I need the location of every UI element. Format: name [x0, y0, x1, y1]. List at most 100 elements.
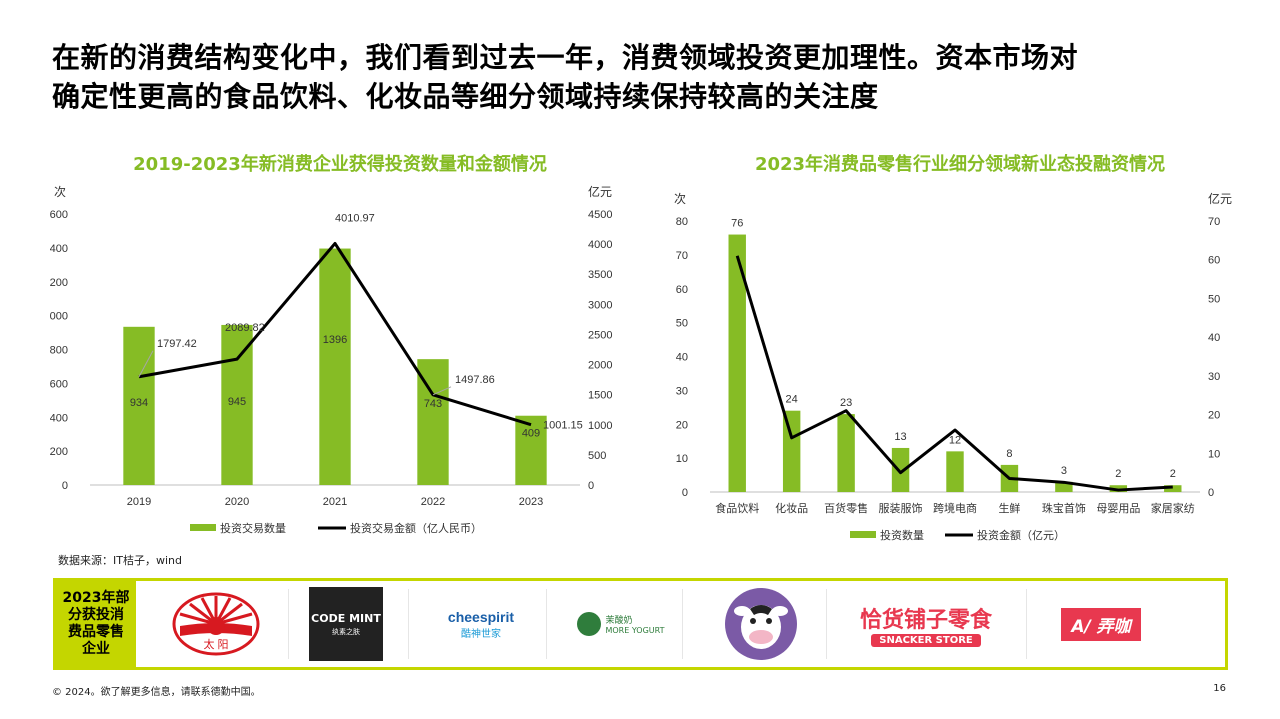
- chart1-title: 2019-2023年新消费企业获得投资数量和金额情况: [133, 154, 547, 175]
- y2-tick-label: 500: [588, 450, 606, 462]
- line-投资金额（亿元）: [735, 255, 1173, 492]
- x-tick-label: 珠宝首饰: [1042, 501, 1086, 515]
- y2-tick-label: 3500: [588, 269, 612, 281]
- x-tick-label: 2022: [421, 496, 445, 508]
- chart1-investment-volume-amount: 次 亿元 0 200 400 600 800 1000 1200 1400 1600 0 500 1000…: [50, 184, 612, 535]
- bar-百货零售: [837, 414, 855, 492]
- x-tick-label: 家居家纺: [1151, 501, 1195, 515]
- line-data-label: 1001.15: [543, 420, 583, 432]
- page-number: 16: [1213, 683, 1226, 694]
- y-tick-label: 70: [676, 250, 688, 262]
- bar-data-label: 743: [424, 398, 442, 410]
- bar-data-label: 23: [840, 397, 852, 409]
- bar-data-label: 409: [522, 428, 540, 440]
- headline-line-2: 确定性更高的食品饮料、化妆品等细分领域持续保持较高的关注度: [52, 80, 879, 113]
- y2-tick-label: 2500: [588, 329, 612, 341]
- y-tick-label: 600: [50, 378, 68, 390]
- bar-data-label: 24: [786, 394, 798, 406]
- x-tick-label: 化妆品: [775, 501, 808, 515]
- y-tick-label: 60: [676, 284, 688, 296]
- y-tick-label: 10: [676, 453, 688, 465]
- bar-食品饮料: [728, 234, 746, 493]
- y-tick-label: 400: [50, 412, 68, 424]
- sun-logo-text: 太 阳: [203, 638, 228, 651]
- codemint-logo-subtext: 纨素之肤: [332, 627, 360, 636]
- line-data-label: 1797.42: [157, 338, 197, 350]
- line-data-label: 2089.82: [225, 322, 265, 334]
- y-tick-label: 1200: [50, 277, 68, 289]
- bar-2021: [319, 248, 351, 485]
- y-tick-label: 1600: [50, 209, 68, 221]
- bar-data-label: 3: [1061, 465, 1067, 477]
- line-投资交易金额（亿人民币）: [138, 241, 532, 427]
- legend-swatch-bar: [850, 531, 876, 538]
- sun-logo: 太 阳: [156, 587, 276, 661]
- y-tick-label: 40: [676, 352, 688, 364]
- x-tick-label: 2021: [323, 496, 347, 508]
- legend-label: 投资数量: [880, 528, 924, 542]
- snacker-store-logo: 恰货铺子零食 SNACKER STORE: [841, 587, 1011, 661]
- y2-tick-label: 1000: [588, 420, 612, 432]
- line-label-leader: [432, 386, 452, 396]
- y2-tick-label: 60: [1208, 255, 1220, 267]
- y2-tick-label: 20: [1208, 410, 1220, 422]
- bar-2023: [515, 415, 547, 485]
- logo-band-label-line: 2023年部: [62, 590, 130, 606]
- snacker-store-logo-subtext: SNACKER STORE: [871, 633, 981, 647]
- cheespirit-logo-subtext: 酷神世家: [461, 628, 501, 640]
- y-tick-label: 800: [50, 345, 68, 357]
- line-data-label: 1497.86: [455, 374, 495, 386]
- page-headline: 在新的消费结构变化中，我们看到过去一年，消费领域投资更加理性。资本市场对 确定性…: [52, 38, 1232, 116]
- more-yogurt-logo: 茉酸奶 MORE YOGURT: [566, 587, 676, 661]
- x-tick-label: 跨境电商: [933, 501, 977, 515]
- y2-tick-label: 0: [588, 480, 594, 492]
- x-tick-label: 母婴用品: [1096, 502, 1140, 515]
- bar-跨境电商: [946, 451, 964, 492]
- nongka-logo: A/ 弄咖: [1046, 587, 1156, 661]
- bar-2019: [123, 326, 155, 485]
- headline-line-1: 在新的消费结构变化中，我们看到过去一年，消费领域投资更加理性。资本市场对: [52, 41, 1079, 74]
- codemint-logo: CODE MINT 纨素之肤: [306, 587, 386, 661]
- x-tick-label: 2023: [519, 496, 543, 508]
- logo-band-label: 2023年部 分获投消 费品零售 企业: [56, 581, 136, 667]
- y-tick-label: 80: [676, 216, 688, 228]
- y-tick-label: 0: [62, 480, 68, 492]
- more-yogurt-logo-subtext: MORE YOGURT: [605, 626, 665, 635]
- cow-logo: [716, 587, 806, 661]
- bar-data-label: 13: [894, 431, 906, 443]
- y2-tick-label: 0: [1208, 487, 1214, 499]
- x-tick-label: 2020: [225, 496, 249, 508]
- right-axis-unit: 亿元: [1208, 191, 1232, 206]
- bar-珠宝首饰: [1055, 481, 1073, 492]
- y2-tick-label: 3000: [588, 299, 612, 311]
- more-yogurt-logo-text: 茉酸奶: [605, 616, 633, 626]
- y-tick-label: 200: [50, 446, 68, 458]
- left-axis-unit: 次: [674, 192, 686, 206]
- right-axis-unit: 亿元: [588, 184, 612, 199]
- y2-tick-label: 70: [1208, 216, 1220, 228]
- y-tick-label: 20: [676, 419, 688, 431]
- bar-2020: [221, 324, 253, 485]
- bar-data-label: 2: [1170, 468, 1176, 480]
- x-tick-label: 百货零售: [824, 501, 868, 515]
- bar-data-label: 12: [949, 434, 961, 446]
- logo-band-label-line: 企业: [82, 641, 110, 657]
- cheespirit-logo: cheespirit 酷神世家: [426, 587, 536, 661]
- y2-tick-label: 30: [1208, 371, 1220, 383]
- source-note: 数据来源：IT桔子，wind: [58, 554, 182, 567]
- legend-label: 投资金额（亿元）: [977, 528, 1065, 542]
- legend-label: 投资交易数量: [220, 521, 286, 535]
- cheespirit-logo-text: cheespirit: [447, 608, 515, 625]
- bar-data-label: 934: [130, 397, 148, 409]
- logo-band: 2023年部 分获投消 费品零售 企业 太 阳 CODE MINT 纨素之肤: [53, 578, 1228, 670]
- y-tick-label: 1000: [50, 311, 68, 323]
- y2-tick-label: 4500: [588, 209, 612, 221]
- y2-tick-label: 10: [1208, 448, 1220, 460]
- x-tick-label: 生鲜: [998, 501, 1020, 515]
- y2-tick-label: 4000: [588, 239, 612, 251]
- bar-化妆品: [782, 410, 801, 492]
- bar-data-label: 1396: [323, 334, 347, 346]
- line-label-leader: [138, 350, 154, 377]
- logo-band-label-line: 费品零售: [68, 624, 124, 640]
- y-tick-label: 0: [682, 487, 688, 499]
